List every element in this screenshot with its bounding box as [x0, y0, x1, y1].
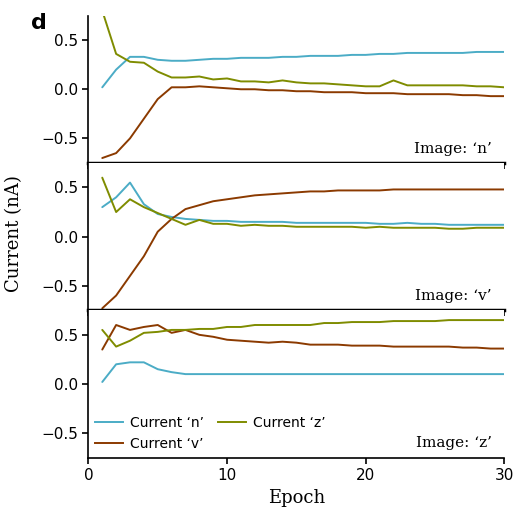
Text: Current (nA): Current (nA) [5, 176, 23, 292]
X-axis label: Epoch: Epoch [268, 489, 325, 506]
Legend: Current ‘n’, Current ‘v’, Current ‘z’: Current ‘n’, Current ‘v’, Current ‘z’ [95, 415, 326, 451]
Text: d: d [31, 13, 47, 33]
Text: Image: ‘n’: Image: ‘n’ [414, 141, 492, 155]
Text: Image: ‘v’: Image: ‘v’ [415, 289, 492, 303]
Text: Image: ‘z’: Image: ‘z’ [416, 436, 492, 450]
